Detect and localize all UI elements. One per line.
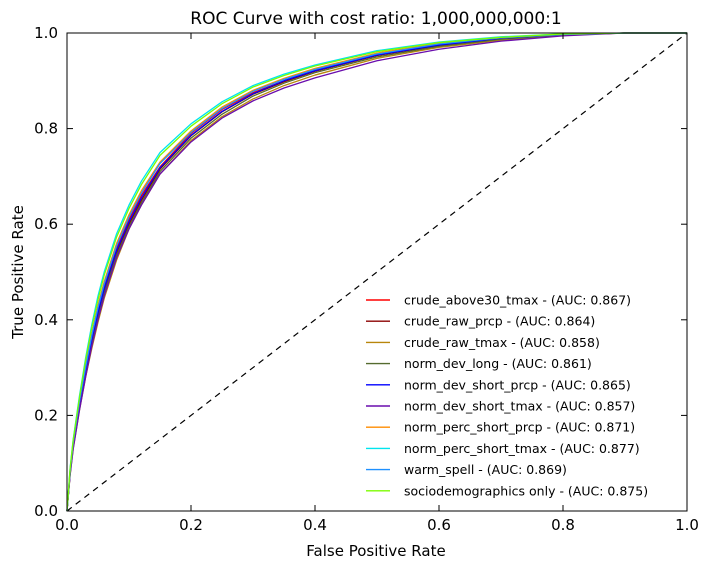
legend-label-6: norm_perc_short_prcp - (AUC: 0.871) xyxy=(404,420,635,435)
x-tick-label: 0.4 xyxy=(303,516,327,534)
series-line-8 xyxy=(66,32,687,512)
x-tick-label: 0.0 xyxy=(55,516,79,534)
legend-label-9: sociodemographics only - (AUC: 0.875) xyxy=(404,483,648,498)
y-tick-label: 0.2 xyxy=(34,406,58,424)
y-axis-label: True Positive Rate xyxy=(9,205,27,340)
x-axis-label: False Positive Rate xyxy=(306,542,445,560)
y-tick-label: 0.6 xyxy=(34,215,58,233)
random-chance-diagonal xyxy=(66,32,688,512)
x-tick-label: 0.8 xyxy=(551,516,575,534)
x-tick-label: 1.0 xyxy=(675,516,699,534)
chart-title: ROC Curve with cost ratio: 1,000,000,000… xyxy=(190,9,561,29)
legend-label-5: norm_dev_short_tmax - (AUC: 0.857) xyxy=(404,399,635,414)
series-line-5 xyxy=(66,32,687,512)
legend: crude_above30_tmax - (AUC: 0.867) crude_r… xyxy=(366,293,648,498)
legend-label-4: norm_dev_short_prcp - (AUC: 0.865) xyxy=(404,377,631,392)
y-tick-label: 0.4 xyxy=(34,311,58,329)
y-tick-label: 0.8 xyxy=(34,120,58,138)
legend-label-0: crude_above30_tmax - (AUC: 0.867) xyxy=(404,293,631,308)
series-line-9 xyxy=(66,32,687,512)
x-tick-label: 0.2 xyxy=(179,516,203,534)
plot-area: 0.0 0.2 0.4 0.6 0.8 1.0 0.0 0.2 0.4 0.6 0.8 1.0 xyxy=(34,24,699,534)
axes-frame xyxy=(66,32,688,512)
x-tick-label: 0.6 xyxy=(427,516,451,534)
legend-label-1: crude_raw_prcp - (AUC: 0.864) xyxy=(404,314,595,329)
y-tick-label: 1.0 xyxy=(34,24,58,42)
legend-label-3: norm_dev_long - (AUC: 0.861) xyxy=(404,356,592,371)
legend-label-7: norm_perc_short_tmax - (AUC: 0.877) xyxy=(404,441,640,456)
legend-label-8: warm_spell - (AUC: 0.869) xyxy=(404,462,567,477)
legend-label-2: crude_raw_tmax - (AUC: 0.858) xyxy=(404,335,600,350)
y-tick-label: 0.0 xyxy=(34,502,58,520)
